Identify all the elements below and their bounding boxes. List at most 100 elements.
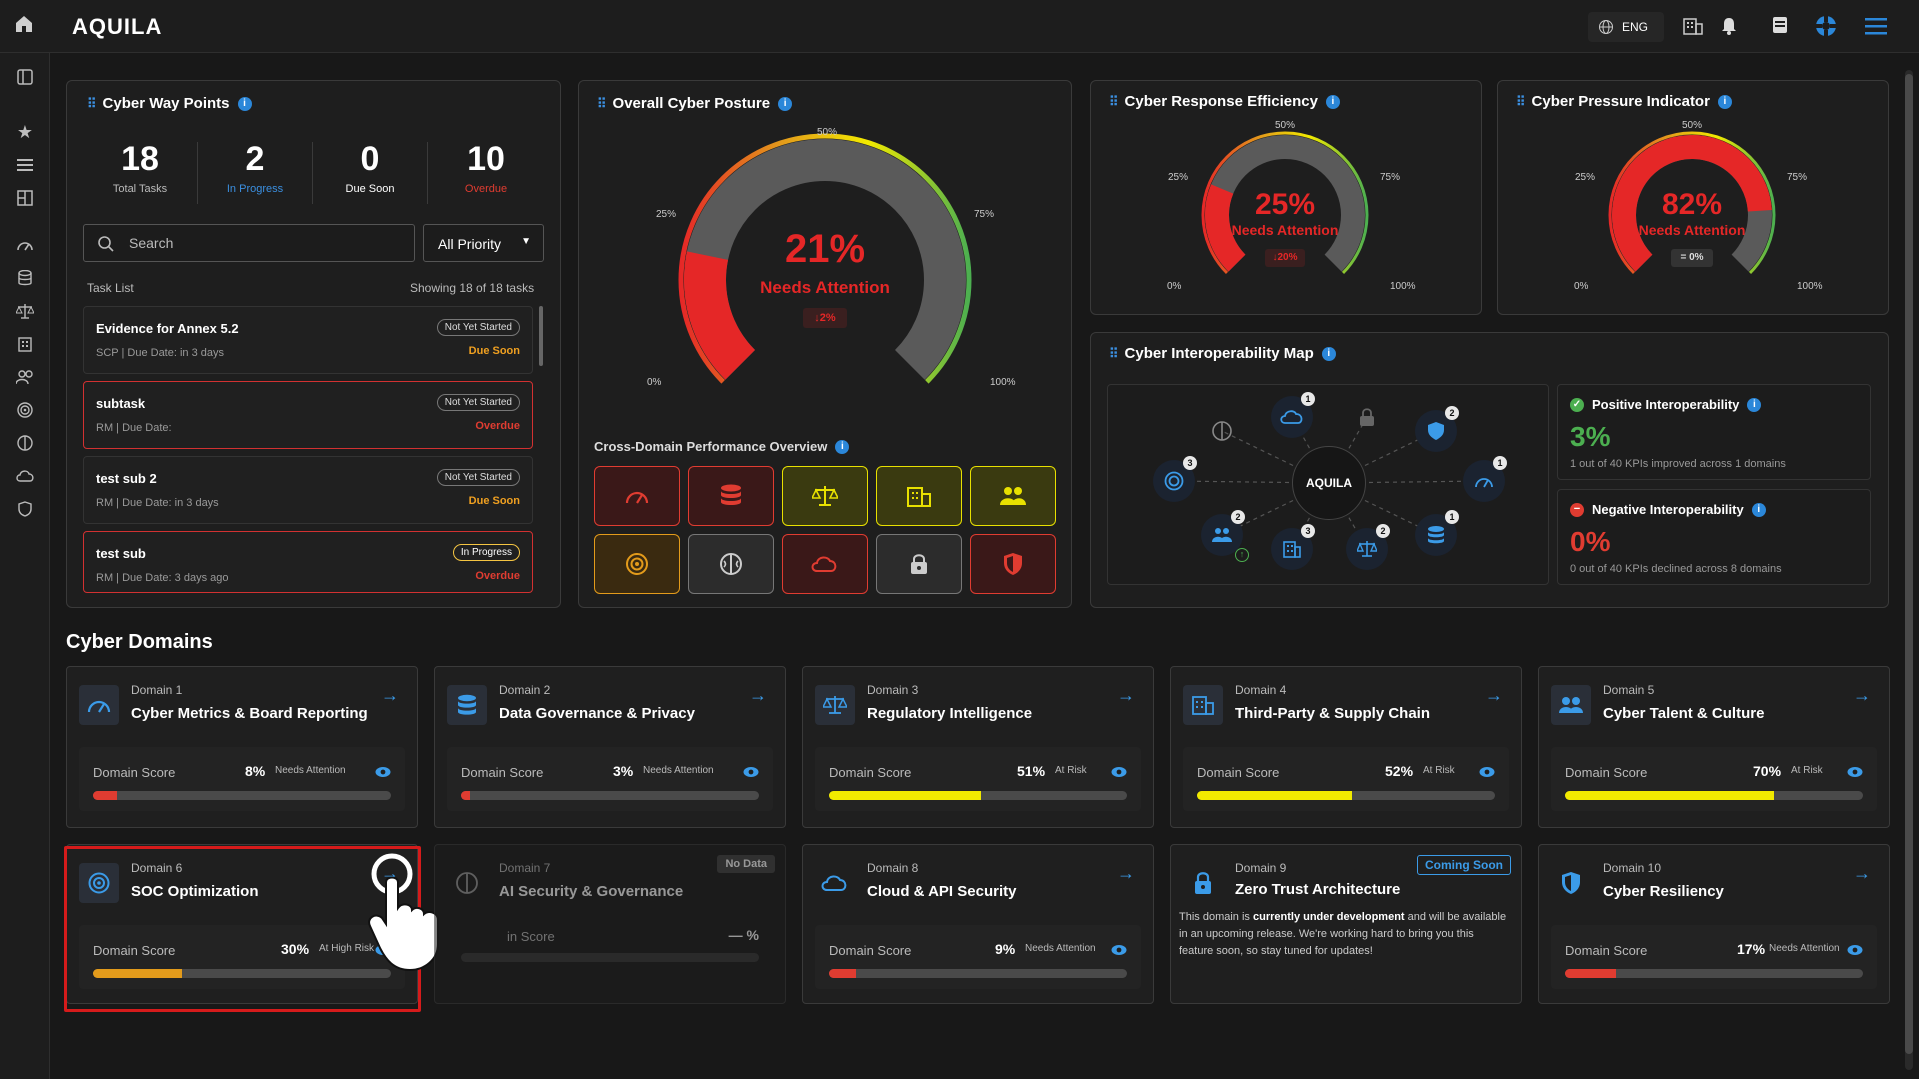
tile-domain-1[interactable] <box>594 466 680 526</box>
eye-icon[interactable] <box>1847 765 1863 783</box>
task-row[interactable]: subtask RM | Due Date: Not Yet Started Over… <box>83 381 533 449</box>
document-icon[interactable] <box>1772 16 1788 39</box>
gauge-icon[interactable] <box>13 233 37 257</box>
arrow-right-icon[interactable]: → <box>1853 685 1871 705</box>
tile-domain-10[interactable] <box>970 534 1056 594</box>
node-target[interactable]: 3 <box>1153 456 1197 502</box>
info-icon[interactable]: i <box>237 96 252 111</box>
tile-domain-5[interactable] <box>970 466 1056 526</box>
tile-domain-8[interactable] <box>782 534 868 594</box>
drag-handle-icon[interactable]: ⠿ <box>1109 345 1118 361</box>
arrow-right-icon[interactable]: → <box>1117 685 1135 705</box>
stat-due-soon[interactable]: 0 Due Soon <box>345 140 395 195</box>
stat-in-progress[interactable]: 2 In Progress <box>226 140 284 195</box>
domain-card-3[interactable]: Domain 3 Regulatory Intelligence → Domain… <box>802 666 1154 828</box>
drag-handle-icon[interactable]: ⠿ <box>597 95 606 111</box>
tile-domain-3[interactable] <box>782 466 868 526</box>
node-cloud[interactable]: 1 <box>1271 392 1315 438</box>
info-icon[interactable]: i <box>1321 346 1336 361</box>
info-icon[interactable]: i <box>1747 397 1762 412</box>
brain-icon[interactable] <box>13 431 37 455</box>
drag-handle-icon[interactable]: ⠿ <box>1109 93 1118 109</box>
drag-handle-icon[interactable]: ⠿ <box>1516 93 1525 109</box>
info-icon[interactable]: i <box>1325 94 1340 109</box>
domain-card-4[interactable]: Domain 4 Third-Party & Supply Chain → Dom… <box>1170 666 1522 828</box>
node-building[interactable]: 3 <box>1271 524 1315 570</box>
building-icon <box>907 487 931 507</box>
node-gauge[interactable]: 1 <box>1463 456 1507 502</box>
database-icon[interactable] <box>13 266 37 290</box>
node-database[interactable]: 1 <box>1415 510 1459 556</box>
hamburger-menu-icon[interactable] <box>1865 17 1887 40</box>
building-icon[interactable] <box>1683 17 1703 40</box>
tick-label: 100% <box>1390 281 1416 292</box>
eye-icon[interactable] <box>743 765 759 783</box>
eye-icon[interactable] <box>1847 943 1863 961</box>
panel-toggle-icon[interactable] <box>13 65 37 89</box>
domain-card-6[interactable]: Domain 6 SOC Optimization → Domain Score 3… <box>66 844 418 1004</box>
info-icon[interactable]: i <box>835 439 850 454</box>
info-icon[interactable]: i <box>1751 502 1766 517</box>
task-row[interactable]: test sub 2 RM | Due Date: in 3 days Not Ye… <box>83 456 533 524</box>
eye-icon[interactable] <box>375 765 391 783</box>
target-icon[interactable] <box>13 398 37 422</box>
tile-domain-4[interactable] <box>876 466 962 526</box>
tile-domain-6[interactable] <box>594 534 680 594</box>
info-icon[interactable]: i <box>1717 94 1732 109</box>
search-input[interactable]: Search <box>83 224 415 262</box>
score-bar <box>461 791 759 800</box>
eye-icon[interactable] <box>1111 765 1127 783</box>
domain-card-5[interactable]: Domain 5 Cyber Talent & Culture → Domain … <box>1538 666 1890 828</box>
cloud-icon[interactable] <box>13 464 37 488</box>
domain-card-1[interactable]: Domain 1 Cyber Metrics & Board Reporting … <box>66 666 418 828</box>
page-scrollbar[interactable] <box>1905 70 1913 1070</box>
priority-dropdown[interactable]: All Priority ▼ <box>423 224 544 262</box>
bell-icon[interactable] <box>1721 17 1737 40</box>
users-icon[interactable] <box>13 365 37 389</box>
domain-card-10[interactable]: Domain 10 Cyber Resiliency → Domain Score… <box>1538 844 1890 1004</box>
domain-card-8[interactable]: Domain 8 Cloud & API Security → Domain Sc… <box>802 844 1154 1004</box>
scale-icon[interactable] <box>13 299 37 323</box>
list-icon[interactable] <box>13 153 37 177</box>
arrow-right-icon[interactable]: → <box>1117 863 1135 883</box>
task-row[interactable]: test sub RM | Due Date: 3 days ago In Prog… <box>83 531 533 593</box>
info-icon[interactable]: i <box>778 96 793 111</box>
star-icon[interactable]: ★ <box>16 121 34 142</box>
score-bar <box>1565 969 1863 978</box>
arrow-right-icon[interactable]: → <box>1485 685 1503 705</box>
drag-handle-icon[interactable]: ⠿ <box>87 95 96 111</box>
network-center: AQUILA <box>1292 446 1366 520</box>
task-row[interactable]: Evidence for Annex 5.2 SCP | Due Date: in… <box>83 306 533 374</box>
home-icon[interactable] <box>14 14 34 39</box>
arrow-right-icon[interactable]: → <box>749 685 767 705</box>
arrow-right-icon[interactable]: → <box>381 685 399 705</box>
node-users[interactable]: 2 ↑ <box>1201 510 1249 562</box>
tile-domain-2[interactable] <box>688 466 774 526</box>
users-icon <box>1000 487 1026 505</box>
eye-icon[interactable] <box>1111 943 1127 961</box>
priority-value: All Priority <box>438 236 502 252</box>
language-selector[interactable]: ENG <box>1588 12 1664 42</box>
shield-icon[interactable] <box>13 497 37 521</box>
node-lock[interactable] <box>1346 396 1388 438</box>
eye-icon[interactable] <box>1479 765 1495 783</box>
task-list-scrollbar[interactable] <box>539 306 543 366</box>
help-lifebuoy-icon[interactable] <box>1815 15 1837 42</box>
brand-logo[interactable]: AQUILA <box>72 14 163 39</box>
arrow-right-icon[interactable]: → <box>1853 863 1871 883</box>
building-icon[interactable] <box>13 332 37 356</box>
negative-interop-card[interactable]: − Negative Interoperability i 0% 0 out o… <box>1557 489 1871 585</box>
layout-icon[interactable] <box>13 186 37 210</box>
tile-domain-7[interactable] <box>688 534 774 594</box>
node-shield[interactable]: 2 <box>1415 406 1459 452</box>
tile-domain-9[interactable] <box>876 534 962 594</box>
stat-overdue[interactable]: 10 Overdue <box>464 140 508 195</box>
task-count: Showing 18 of 18 tasks <box>410 281 535 295</box>
domain-card-7[interactable]: Domain 7 AI Security & Governance No Data… <box>434 844 786 1004</box>
node-brain[interactable] <box>1201 410 1243 452</box>
node-scale[interactable]: 2 <box>1346 524 1390 570</box>
domain-card-9[interactable]: Domain 9 Zero Trust Architecture Coming S… <box>1170 844 1522 1004</box>
stat-total-tasks[interactable]: 18 Total Tasks <box>112 140 168 195</box>
positive-interop-card[interactable]: ✓ Positive Interoperability i 3% 1 out o… <box>1557 384 1871 480</box>
domain-card-2[interactable]: Domain 2 Data Governance & Privacy → Doma… <box>434 666 786 828</box>
